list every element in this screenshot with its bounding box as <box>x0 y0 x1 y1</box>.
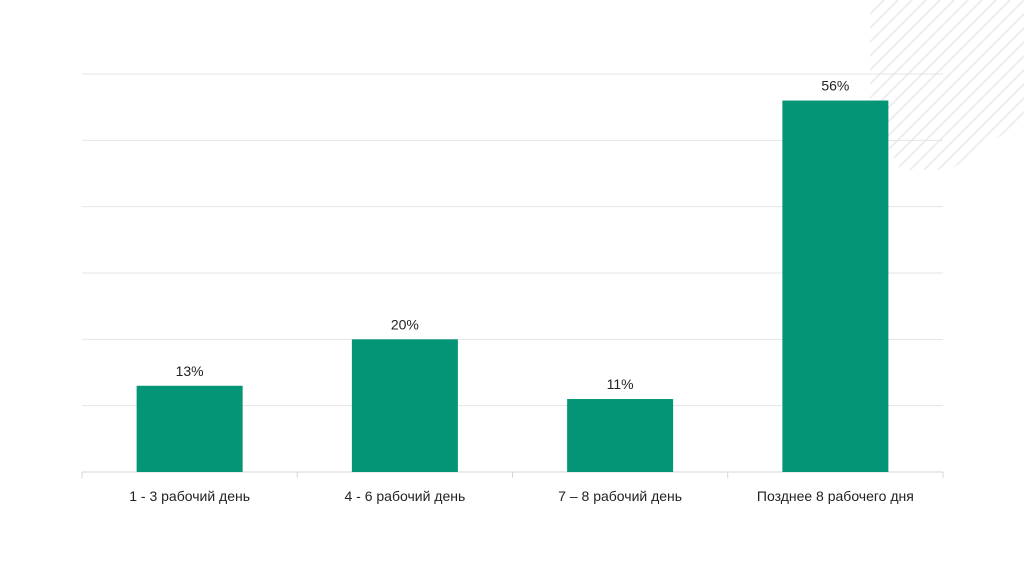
data-label: 11% <box>607 376 634 392</box>
bars <box>136 100 889 473</box>
data-label: 56% <box>821 78 849 94</box>
bar <box>351 339 458 472</box>
category-labels: 1 - 3 рабочий день 4 - 6 рабочий день 7 – … <box>129 488 914 504</box>
category-label: Позднее 8 рабочего дня <box>757 488 914 504</box>
bar <box>136 385 243 472</box>
category-label: 1 - 3 рабочий день <box>129 488 250 504</box>
category-label: 7 – 8 рабочий день <box>558 488 682 504</box>
value-labels: 13% 20% 11% 56% <box>176 78 850 392</box>
bar <box>567 399 674 472</box>
data-label: 20% <box>391 316 419 332</box>
data-label: 13% <box>176 363 204 379</box>
category-label: 4 - 6 рабочий день <box>344 488 465 504</box>
bar <box>782 100 889 473</box>
